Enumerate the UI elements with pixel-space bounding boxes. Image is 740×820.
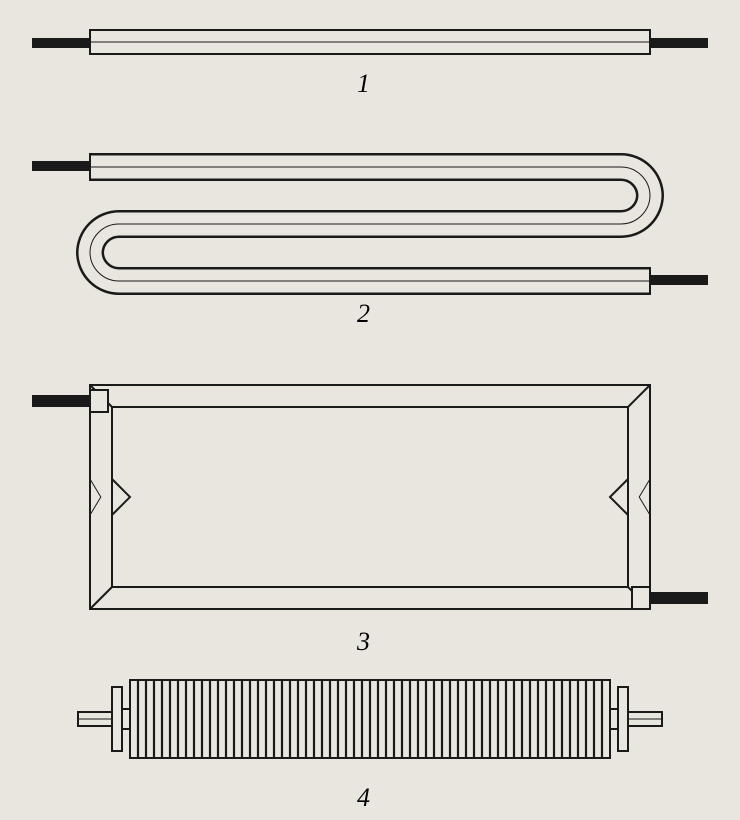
label-3: 3 (357, 627, 370, 657)
label-1: 1 (357, 69, 370, 99)
label-4: 4 (357, 783, 370, 813)
diagram-container: 1 2 3 4 (0, 0, 740, 820)
heating-elements-diagram (0, 0, 740, 820)
label-2: 2 (357, 299, 370, 329)
